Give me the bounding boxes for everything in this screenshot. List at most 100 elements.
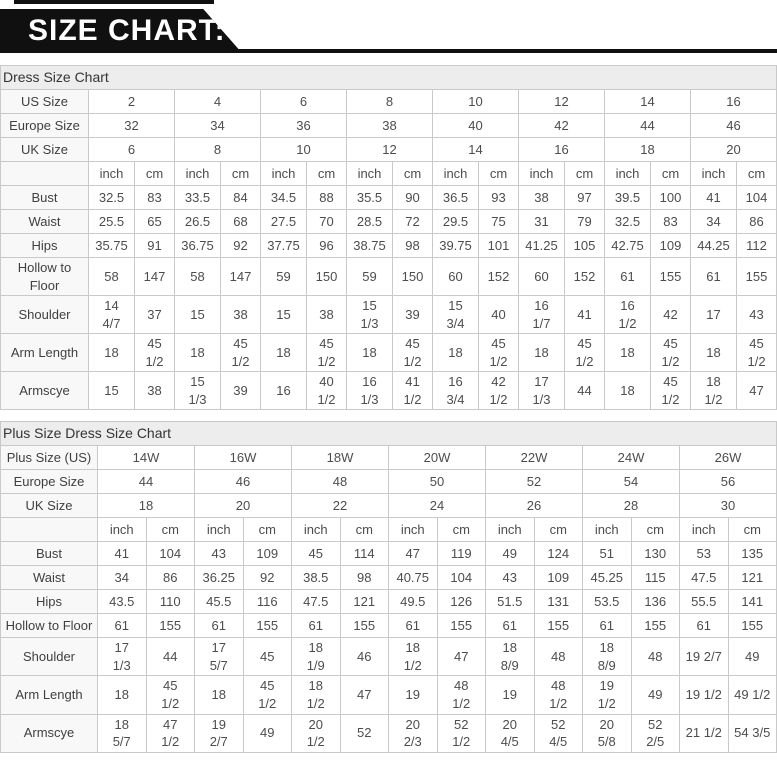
unit-cell-cm-4: cm <box>533 517 583 543</box>
cell-waist-inch-5: 31 <box>518 209 565 234</box>
cell-bust-inch-6: 53 <box>679 541 729 567</box>
cell-armscye-cm-4: 52 4/5 <box>533 713 583 753</box>
cell-bust-inch-2: 34.5 <box>260 185 307 210</box>
cell-shoulder-inch-4: 18 8/9 <box>485 637 535 677</box>
cell-hollow-to-floor-cm-5: 152 <box>564 256 605 297</box>
cell-bust-inch-6: 39.5 <box>604 185 651 210</box>
cell-shoulder-cm-5: 48 <box>630 637 680 677</box>
cell-hollow-to-floor-inch-4: 60 <box>432 256 479 297</box>
row-label-uk-size: UK Size <box>0 493 98 519</box>
cell-hollow-to-floor-cm-4: 152 <box>478 256 519 297</box>
size-cell-us-size-0: 2 <box>88 89 175 114</box>
size-cell-uk-size-2: 22 <box>291 493 389 519</box>
cell-waist-inch-6: 47.5 <box>679 565 729 591</box>
cell-hips-inch-2: 47.5 <box>291 589 341 615</box>
unit-cell-inch-5: inch <box>518 161 565 186</box>
cell-armscye-inch-1: 19 2/7 <box>194 713 244 753</box>
row-label-uk-size: UK Size <box>0 137 89 162</box>
cell-armscye-cm-4: 42 1/2 <box>478 371 519 411</box>
row-label-hollow-to-floor: Hollow to Floor <box>0 613 98 639</box>
cell-hips-cm-4: 101 <box>478 233 519 258</box>
cell-armscye-inch-2: 16 <box>260 371 307 411</box>
cell-hips-cm-2: 121 <box>339 589 389 615</box>
size-cell-us-size-3: 8 <box>346 89 433 114</box>
cell-hollow-to-floor-inch-6: 61 <box>679 613 729 639</box>
cell-armscye-cm-0: 47 1/2 <box>145 713 195 753</box>
unit-cell-cm-7: cm <box>735 161 777 186</box>
cell-arm-length-cm-1: 45 1/2 <box>220 333 261 373</box>
size-cell-plus-size-us-3: 20W <box>388 445 486 471</box>
cell-arm-length-inch-6: 18 <box>604 333 651 373</box>
cell-hollow-to-floor-cm-7: 155 <box>735 256 777 297</box>
cell-armscye-inch-5: 20 5/8 <box>582 713 632 753</box>
size-cell-europe-size-1: 46 <box>194 469 292 495</box>
cell-hips-inch-3: 38.75 <box>346 233 393 258</box>
cell-bust-cm-1: 84 <box>220 185 261 210</box>
cell-armscye-cm-7: 47 <box>735 371 777 411</box>
cell-shoulder-inch-6: 16 1/2 <box>604 295 651 335</box>
size-cell-uk-size-3: 12 <box>346 137 433 162</box>
cell-hips-inch-6: 42.75 <box>604 233 651 258</box>
cell-arm-length-cm-0: 45 1/2 <box>134 333 175 373</box>
cell-armscye-cm-5: 52 2/5 <box>630 713 680 753</box>
unit-cell-inch-4: inch <box>485 517 535 543</box>
cell-bust-inch-1: 33.5 <box>174 185 221 210</box>
unit-cell-cm-5: cm <box>564 161 605 186</box>
size-cell-uk-size-0: 6 <box>88 137 175 162</box>
cell-hollow-to-floor-cm-1: 155 <box>242 613 292 639</box>
size-cell-uk-size-4: 26 <box>485 493 583 519</box>
cell-waist-cm-2: 98 <box>339 565 389 591</box>
cell-armscye-inch-7: 18 1/2 <box>690 371 737 411</box>
unit-cell-inch-3: inch <box>346 161 393 186</box>
unit-cell-inch-1: inch <box>194 517 244 543</box>
cell-hips-cm-6: 109 <box>650 233 691 258</box>
cell-hollow-to-floor-cm-2: 155 <box>339 613 389 639</box>
size-cell-europe-size-0: 44 <box>97 469 195 495</box>
size-cell-us-size-6: 14 <box>604 89 691 114</box>
cell-waist-inch-0: 34 <box>97 565 147 591</box>
cell-hips-inch-5: 41.25 <box>518 233 565 258</box>
cell-waist-cm-4: 75 <box>478 209 519 234</box>
cell-arm-length-cm-6: 49 1/2 <box>727 675 777 715</box>
row-label-arm-length: Arm Length <box>0 333 89 373</box>
size-cell-uk-size-7: 20 <box>689 137 777 162</box>
cell-bust-inch-0: 41 <box>97 541 147 567</box>
cell-hollow-to-floor-inch-5: 61 <box>582 613 632 639</box>
cell-bust-cm-0: 104 <box>145 541 195 567</box>
cell-waist-inch-4: 43 <box>485 565 535 591</box>
cell-shoulder-cm-2: 38 <box>306 295 347 335</box>
cell-hips-inch-7: 44.25 <box>690 233 737 258</box>
cell-armscye-inch-0: 18 5/7 <box>97 713 147 753</box>
cell-arm-length-inch-5: 18 <box>518 333 565 373</box>
size-cell-uk-size-2: 10 <box>260 137 347 162</box>
cell-armscye-inch-6: 18 <box>604 371 651 411</box>
cell-hollow-to-floor-inch-3: 59 <box>346 256 393 297</box>
cell-hips-cm-3: 98 <box>392 233 433 258</box>
cell-bust-cm-1: 109 <box>242 541 292 567</box>
size-cell-uk-size-6: 30 <box>679 493 777 519</box>
cell-hips-inch-0: 35.75 <box>88 233 135 258</box>
cell-waist-cm-1: 68 <box>220 209 261 234</box>
plus-size-dress-size-chart: Plus Size Dress Size Chart Plus Size (US)… <box>0 421 777 753</box>
cell-waist-cm-0: 86 <box>145 565 195 591</box>
cell-armscye-inch-6: 21 1/2 <box>679 713 729 753</box>
row-label-hollow-to-floor: Hollow to Floor <box>0 256 89 297</box>
cell-arm-length-cm-5: 49 <box>630 675 680 715</box>
cell-hips-cm-5: 136 <box>630 589 680 615</box>
cell-bust-cm-4: 93 <box>478 185 519 210</box>
cell-armscye-cm-6: 54 3/5 <box>727 713 777 753</box>
cell-hips-inch-1: 45.5 <box>194 589 244 615</box>
size-cell-europe-size-5: 42 <box>518 113 605 138</box>
cell-waist-cm-7: 86 <box>735 209 777 234</box>
unit-cell-cm-3: cm <box>436 517 486 543</box>
cell-armscye-inch-0: 15 <box>88 371 135 411</box>
cell-bust-inch-5: 38 <box>518 185 565 210</box>
cell-hollow-to-floor-inch-7: 61 <box>690 256 737 297</box>
cell-waist-inch-1: 36.25 <box>194 565 244 591</box>
cell-shoulder-inch-1: 17 5/7 <box>194 637 244 677</box>
dress-size-chart-title: Dress Size Chart <box>0 65 777 90</box>
cell-hollow-to-floor-inch-2: 59 <box>260 256 307 297</box>
cell-arm-length-inch-2: 18 1/2 <box>291 675 341 715</box>
cell-shoulder-inch-0: 17 1/3 <box>97 637 147 677</box>
size-cell-uk-size-1: 20 <box>194 493 292 519</box>
